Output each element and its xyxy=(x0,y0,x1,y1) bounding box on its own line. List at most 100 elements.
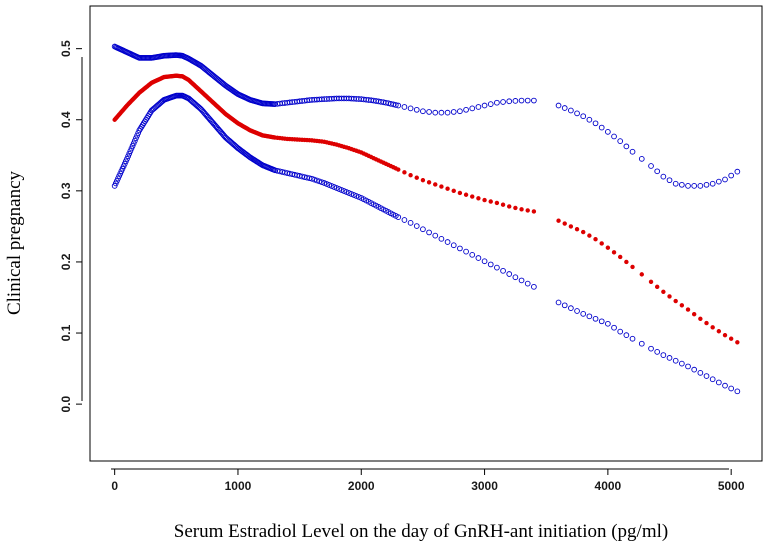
data-point xyxy=(593,236,598,242)
y-tick-label: 0.5 xyxy=(59,40,73,57)
y-tick-label: 0.3 xyxy=(59,182,73,199)
data-point xyxy=(709,180,716,187)
data-point xyxy=(678,181,685,188)
data-point xyxy=(133,135,139,142)
data-point xyxy=(666,177,673,184)
data-point xyxy=(639,272,644,277)
data-point xyxy=(568,224,574,229)
y-tick-label: 0.0 xyxy=(59,395,73,412)
data-point xyxy=(629,148,636,155)
data-point xyxy=(629,335,636,342)
data-point xyxy=(311,176,318,183)
data-point xyxy=(487,101,494,107)
data-point xyxy=(469,105,476,112)
data-point xyxy=(598,124,605,131)
data-point xyxy=(586,313,593,320)
data-point xyxy=(722,382,728,389)
data-point xyxy=(457,245,463,252)
data-point xyxy=(592,315,599,322)
data-point xyxy=(470,194,475,199)
data-point xyxy=(623,332,630,339)
data-point xyxy=(438,109,445,116)
data-point xyxy=(402,170,407,175)
data-point xyxy=(568,107,574,114)
data-point xyxy=(407,219,414,226)
x-tick-label: 2000 xyxy=(348,479,375,493)
data-point xyxy=(654,284,660,290)
data-point xyxy=(450,109,457,115)
data-point xyxy=(580,113,587,120)
data-point xyxy=(507,204,512,209)
data-point xyxy=(426,180,432,185)
plot-area xyxy=(111,43,741,395)
data-point xyxy=(439,184,444,189)
data-point xyxy=(638,340,645,347)
data-point xyxy=(605,245,611,250)
data-point xyxy=(574,227,580,232)
data-point xyxy=(673,298,678,304)
data-point xyxy=(463,106,469,113)
data-point xyxy=(426,229,432,236)
data-point xyxy=(420,177,426,183)
data-point xyxy=(728,385,735,392)
data-point xyxy=(500,202,506,207)
data-point xyxy=(531,283,537,290)
data-point xyxy=(127,148,134,154)
y-tick-label: 0.4 xyxy=(59,111,73,128)
data-point xyxy=(611,324,617,331)
data-point xyxy=(512,98,519,104)
data-point xyxy=(314,177,320,184)
data-point xyxy=(624,259,629,265)
data-point xyxy=(685,363,691,370)
data-point xyxy=(660,173,667,180)
data-point xyxy=(413,106,420,113)
data-point xyxy=(401,217,408,223)
data-point xyxy=(432,109,439,116)
data-point xyxy=(487,261,494,268)
data-point xyxy=(703,181,710,188)
data-point xyxy=(574,110,580,117)
data-point xyxy=(715,178,722,185)
data-point xyxy=(444,239,451,245)
data-point xyxy=(481,258,488,265)
data-point xyxy=(414,175,419,180)
data-point xyxy=(463,248,469,255)
data-point xyxy=(494,200,500,206)
data-point xyxy=(678,360,685,367)
data-point xyxy=(469,251,476,258)
data-point xyxy=(126,150,133,157)
data-point xyxy=(691,311,697,317)
data-point xyxy=(667,294,672,299)
data-point xyxy=(734,388,741,395)
data-point xyxy=(475,104,482,110)
data-point xyxy=(413,223,420,229)
data-point xyxy=(617,138,624,144)
data-point xyxy=(128,145,135,152)
data-point xyxy=(611,133,617,140)
data-point xyxy=(728,172,735,179)
data-point xyxy=(135,130,142,136)
data-point xyxy=(420,108,426,115)
data-point xyxy=(524,97,531,104)
data-point xyxy=(513,205,518,211)
data-point xyxy=(605,128,611,135)
data-point xyxy=(722,176,728,183)
data-point xyxy=(134,132,140,139)
data-point xyxy=(598,318,605,325)
x-axis: 0 1000 2000 3000 4000 5000 xyxy=(111,469,745,493)
data-point xyxy=(494,99,500,106)
data-point xyxy=(506,271,513,277)
data-point xyxy=(568,305,574,312)
data-point xyxy=(697,369,704,376)
data-point xyxy=(531,97,537,104)
data-point xyxy=(580,310,587,317)
data-point xyxy=(451,188,456,194)
y-axis-title: Clinical pregnancy xyxy=(4,170,25,315)
data-point xyxy=(617,254,623,260)
data-point xyxy=(129,143,136,149)
data-point xyxy=(648,163,654,169)
data-point xyxy=(407,105,414,112)
data-point xyxy=(654,349,661,355)
x-tick-label: 0 xyxy=(111,479,118,493)
